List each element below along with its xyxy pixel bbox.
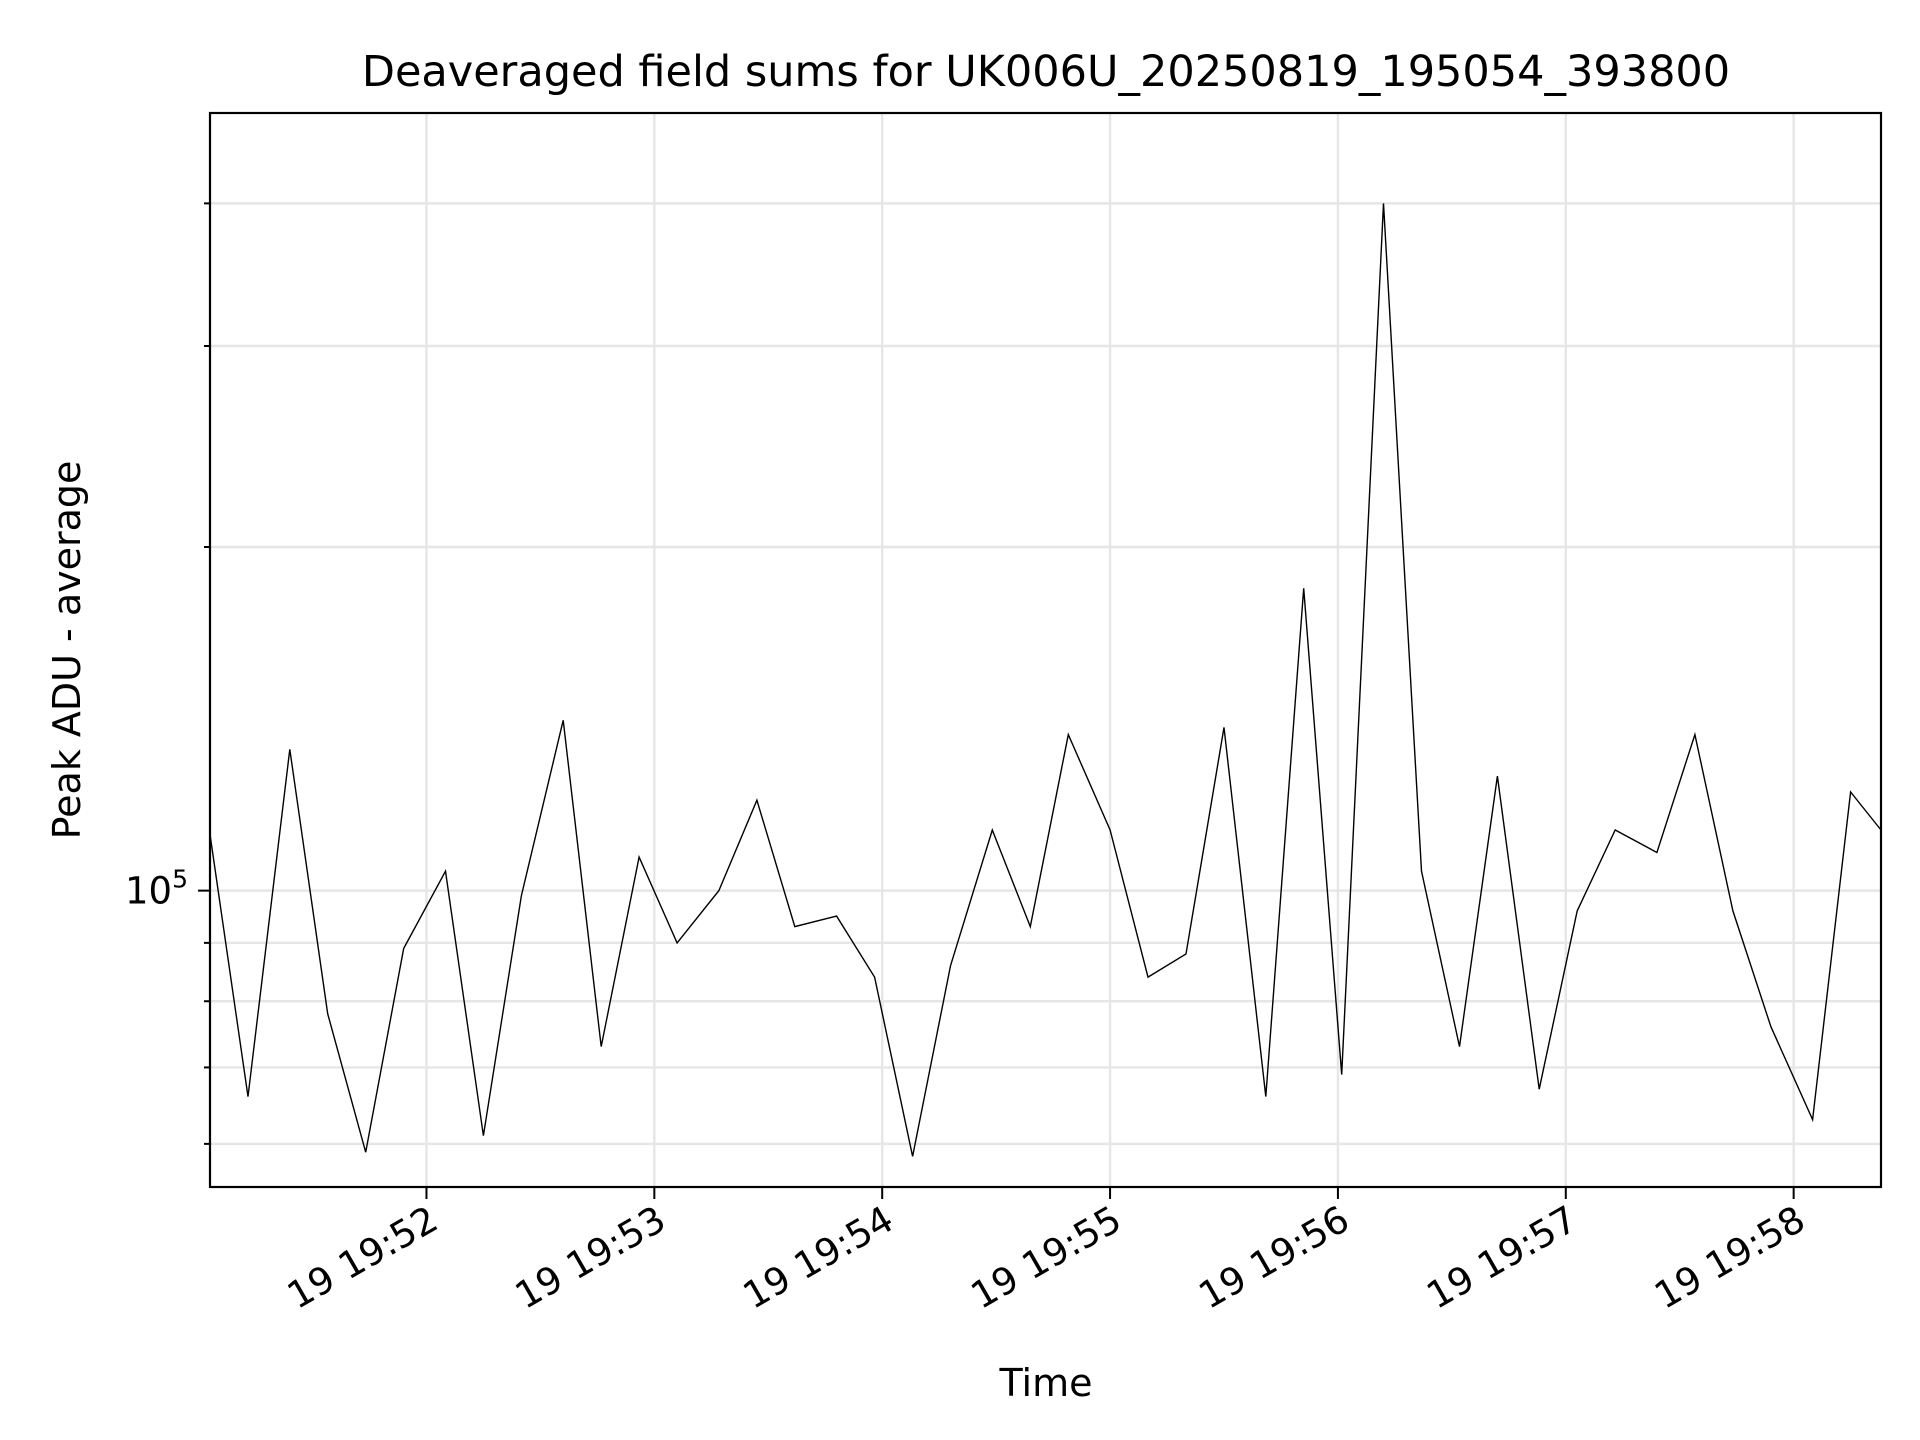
y-axis-label: Peak ADU - average xyxy=(45,461,89,840)
x-axis-label: Time xyxy=(999,1361,1093,1405)
series-line xyxy=(209,203,1882,1157)
y-tick-label-base: 10 xyxy=(125,870,172,913)
y-axis: 105 xyxy=(125,202,210,1145)
chart-title: Deaveraged field sums for UK006U_2025081… xyxy=(362,47,1730,97)
plot-frame xyxy=(208,111,1883,1189)
gridlines xyxy=(210,113,1881,1187)
y-tick-label-exponent: 5 xyxy=(172,865,188,894)
y-tick-label: 105 xyxy=(125,865,188,913)
